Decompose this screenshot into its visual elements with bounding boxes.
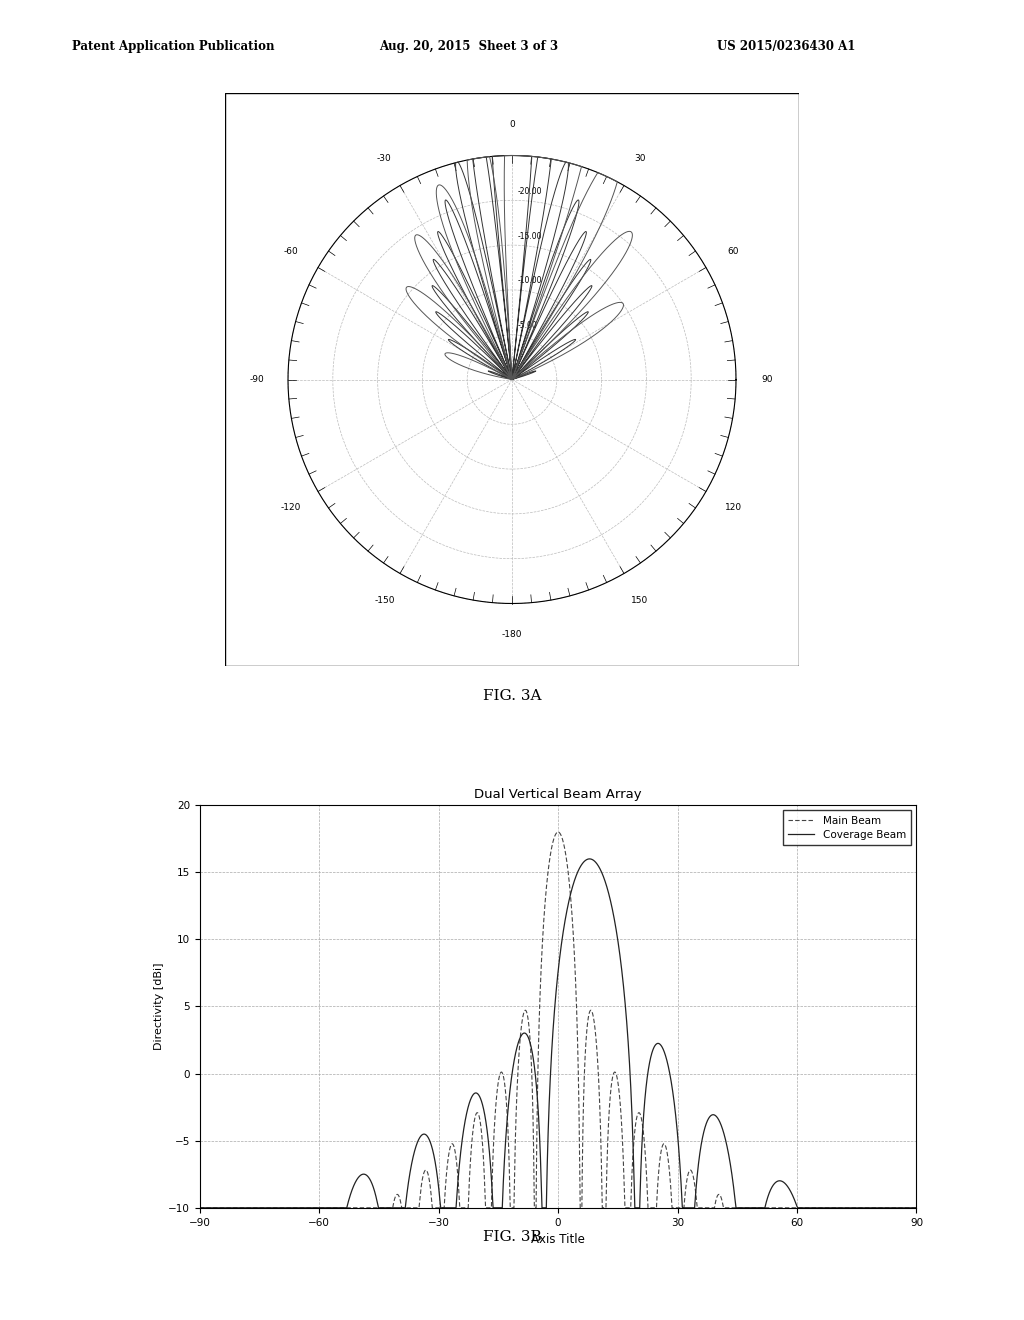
Main Beam xyxy=(552,824,564,840)
Text: 150: 150 xyxy=(631,597,648,605)
Text: FIG. 3B: FIG. 3B xyxy=(482,1230,542,1245)
Text: -150: -150 xyxy=(374,597,394,605)
Legend: Main Beam, Coverage Beam: Main Beam, Coverage Beam xyxy=(783,810,911,845)
Text: US 2015/0236430 A1: US 2015/0236430 A1 xyxy=(717,40,855,53)
Coverage Beam xyxy=(270,1200,283,1216)
Line: Coverage Beam: Coverage Beam xyxy=(200,859,916,1208)
Coverage Beam xyxy=(910,1200,923,1216)
Coverage Beam xyxy=(584,851,596,867)
Text: -60: -60 xyxy=(284,247,298,256)
Text: 30: 30 xyxy=(634,154,645,162)
Coverage Beam xyxy=(194,1200,206,1216)
Coverage Beam xyxy=(843,1200,855,1216)
Line: Main Beam: Main Beam xyxy=(200,832,916,1208)
Y-axis label: Directivity [dBi]: Directivity [dBi] xyxy=(154,962,164,1051)
Main Beam xyxy=(194,1200,206,1216)
Text: 120: 120 xyxy=(725,503,741,512)
Text: -90: -90 xyxy=(249,375,264,384)
Coverage Beam xyxy=(252,1200,264,1216)
Text: 90: 90 xyxy=(762,375,773,384)
Text: -20.00: -20.00 xyxy=(517,187,542,195)
Text: Aug. 20, 2015  Sheet 3 of 3: Aug. 20, 2015 Sheet 3 of 3 xyxy=(379,40,558,53)
Coverage Beam xyxy=(662,1057,674,1073)
Text: -15.00: -15.00 xyxy=(517,231,542,240)
Text: 0: 0 xyxy=(509,120,515,128)
Text: -5.00: -5.00 xyxy=(517,321,538,330)
Main Beam xyxy=(676,1200,688,1216)
Text: -30: -30 xyxy=(377,154,392,162)
Text: -180: -180 xyxy=(502,631,522,639)
Main Beam xyxy=(662,1151,674,1167)
Text: -120: -120 xyxy=(281,503,301,512)
Main Beam xyxy=(270,1200,283,1216)
Text: 60: 60 xyxy=(727,247,739,256)
Main Beam xyxy=(252,1200,264,1216)
Coverage Beam xyxy=(227,1200,240,1216)
Main Beam xyxy=(227,1200,240,1216)
Text: -10.00: -10.00 xyxy=(517,276,542,285)
Main Beam xyxy=(910,1200,923,1216)
Text: FIG. 3A: FIG. 3A xyxy=(482,689,542,704)
X-axis label: Axis Title: Axis Title xyxy=(531,1233,585,1246)
Main Beam xyxy=(843,1200,855,1216)
Title: Dual Vertical Beam Array: Dual Vertical Beam Array xyxy=(474,788,642,801)
Text: Patent Application Publication: Patent Application Publication xyxy=(72,40,274,53)
Coverage Beam xyxy=(676,1188,688,1204)
